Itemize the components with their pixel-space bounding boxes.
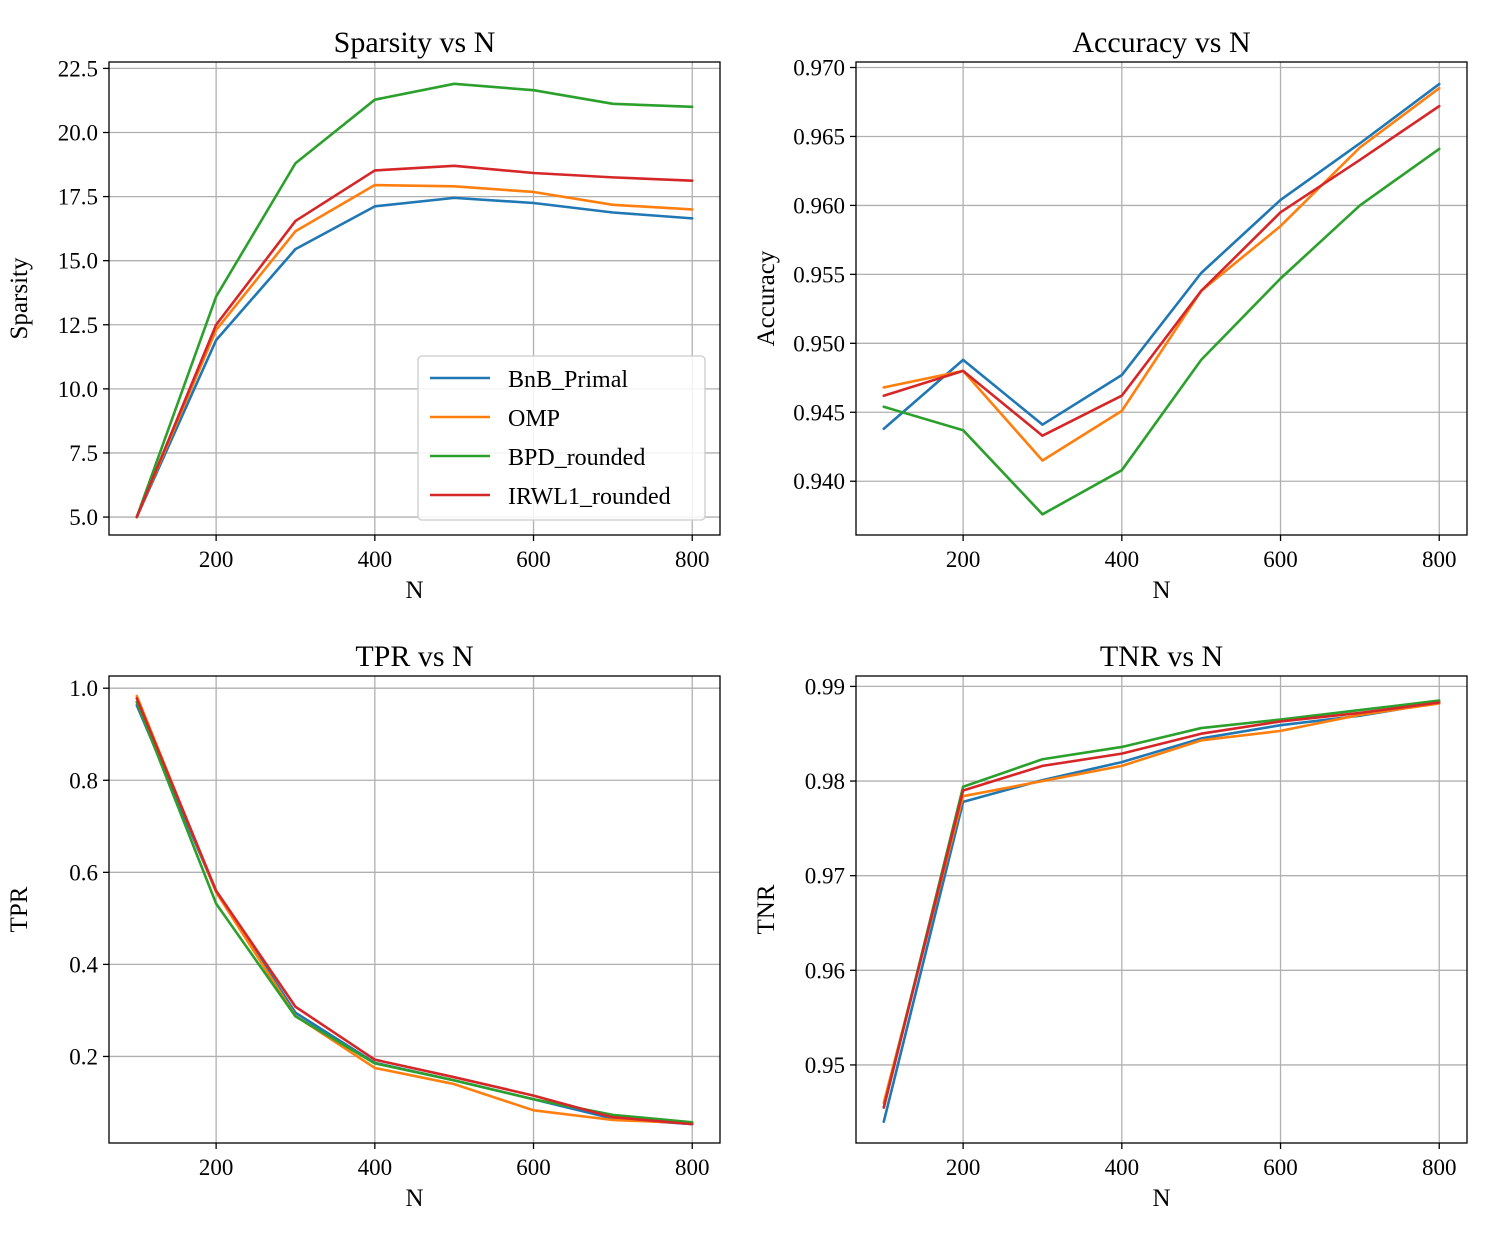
- x-axis-label: N: [405, 577, 423, 604]
- y-tick-label: 0.99: [805, 674, 845, 699]
- axes-frame: [855, 675, 1468, 1144]
- y-tick-label: 0.965: [793, 124, 845, 149]
- y-tick-label: 0.2: [69, 1044, 98, 1069]
- x-axis-label: N: [1152, 1185, 1170, 1212]
- x-tick-label: 400: [1105, 1155, 1140, 1180]
- axes-frame: [855, 61, 1468, 536]
- y-tick-label: 0.8: [69, 768, 98, 793]
- x-tick-label: 800: [675, 547, 710, 572]
- x-tick-label: 200: [946, 547, 981, 572]
- y-tick-label: 0.6: [69, 860, 98, 885]
- series-line-bnb-primal: [882, 82, 1441, 431]
- x-tick-label: 800: [675, 1155, 710, 1180]
- y-tick-label: 0.95: [805, 1053, 845, 1078]
- series-line-bpd-rounded: [882, 147, 1441, 516]
- chart-title: Accuracy vs N: [1072, 26, 1250, 59]
- x-tick-label: 800: [1422, 1155, 1457, 1180]
- y-tick-label: 15.0: [58, 249, 98, 274]
- x-axis-label: N: [1152, 577, 1170, 604]
- series-line-bnb-primal: [135, 703, 694, 1126]
- y-tick-label: 0.97: [805, 864, 845, 889]
- series-line-irwl1-rounded: [882, 104, 1441, 438]
- y-axis-label: Accuracy: [753, 250, 780, 346]
- y-tick-label: 0.970: [793, 56, 845, 81]
- x-tick-label: 600: [516, 1155, 551, 1180]
- tpr-panel: 200 400 600 800 0.2 0.4 0.6 0.8 1.0 TPR vs N N TPR: [6, 640, 721, 1212]
- legend: BnB_Primal OMP BPD_rounded IRWL1_rounded: [417, 355, 706, 521]
- x-tick-label: 200: [946, 1155, 981, 1180]
- series-line-irwl1-rounded: [882, 701, 1441, 1109]
- series-line-bpd-rounded: [882, 699, 1441, 1109]
- series-line-bpd-rounded: [135, 82, 694, 519]
- x-tick-label: 400: [1105, 547, 1140, 572]
- series-line-bnb-primal: [882, 701, 1441, 1124]
- y-tick-label: 20.0: [58, 121, 98, 146]
- y-tick-label: 7.5: [69, 441, 98, 466]
- series-line-omp: [135, 694, 694, 1125]
- x-axis-label: N: [405, 1185, 423, 1212]
- series-line-irwl1-rounded: [135, 164, 694, 519]
- legend-label-irwl1-rounded: IRWL1_rounded: [508, 484, 671, 510]
- x-tick-label: 800: [1422, 547, 1457, 572]
- y-axis-label: Sparsity: [6, 257, 33, 339]
- y-tick-label: 0.98: [805, 769, 845, 794]
- legend-box: [417, 355, 706, 521]
- y-tick-label: 0.960: [793, 193, 845, 218]
- y-tick-label: 0.4: [69, 952, 98, 977]
- y-tick-label: 22.5: [58, 56, 98, 81]
- y-tick-label: 10.0: [58, 377, 98, 402]
- y-tick-label: 17.5: [58, 185, 98, 210]
- accuracy-panel: 200 400 600 800 0.940 0.945 0.950 0.955 0.960 0.9…: [753, 26, 1468, 604]
- axes-frame: [108, 61, 721, 536]
- series-line-omp: [882, 702, 1441, 1105]
- y-tick-label: 0.950: [793, 331, 845, 356]
- sparsity-panel: 200 400 600 800 5.0 7.5 10.0 12.5 15.0 17.5 20.0 22…: [6, 26, 721, 604]
- x-tick-label: 600: [516, 547, 551, 572]
- chart-title: Sparsity vs N: [334, 26, 496, 59]
- chart-title: TNR vs N: [1100, 640, 1223, 673]
- y-axis-label: TNR: [753, 884, 780, 934]
- legend-label-bpd-rounded: BPD_rounded: [508, 445, 645, 471]
- y-tick-label: 1.0: [69, 676, 98, 701]
- x-tick-label: 400: [358, 547, 393, 572]
- chart-title: TPR vs N: [355, 640, 473, 673]
- legend-label-omp: OMP: [508, 406, 560, 432]
- y-tick-label: 0.945: [793, 400, 845, 425]
- y-tick-label: 12.5: [58, 313, 98, 338]
- y-tick-label: 0.955: [793, 262, 845, 287]
- y-axis-label: TPR: [6, 886, 33, 932]
- y-tick-label: 0.940: [793, 469, 845, 494]
- series-line-irwl1-rounded: [135, 697, 694, 1126]
- series-line-omp: [882, 86, 1441, 462]
- series-line-omp: [135, 183, 694, 519]
- x-tick-label: 200: [199, 1155, 234, 1180]
- series-line-bnb-primal: [135, 196, 694, 519]
- axes-frame: [108, 675, 721, 1144]
- x-tick-label: 600: [1263, 547, 1298, 572]
- x-tick-label: 600: [1263, 1155, 1298, 1180]
- y-tick-label: 0.96: [805, 958, 845, 983]
- x-tick-label: 400: [358, 1155, 393, 1180]
- x-tick-label: 200: [199, 547, 234, 572]
- series-line-bpd-rounded: [135, 700, 694, 1124]
- tnr-panel: 200 400 600 800 0.95 0.96 0.97 0.98 0.99 TNR vs N…: [753, 640, 1468, 1212]
- y-tick-label: 5.0: [69, 505, 98, 530]
- legend-label-bnb-primal: BnB_Primal: [508, 367, 628, 393]
